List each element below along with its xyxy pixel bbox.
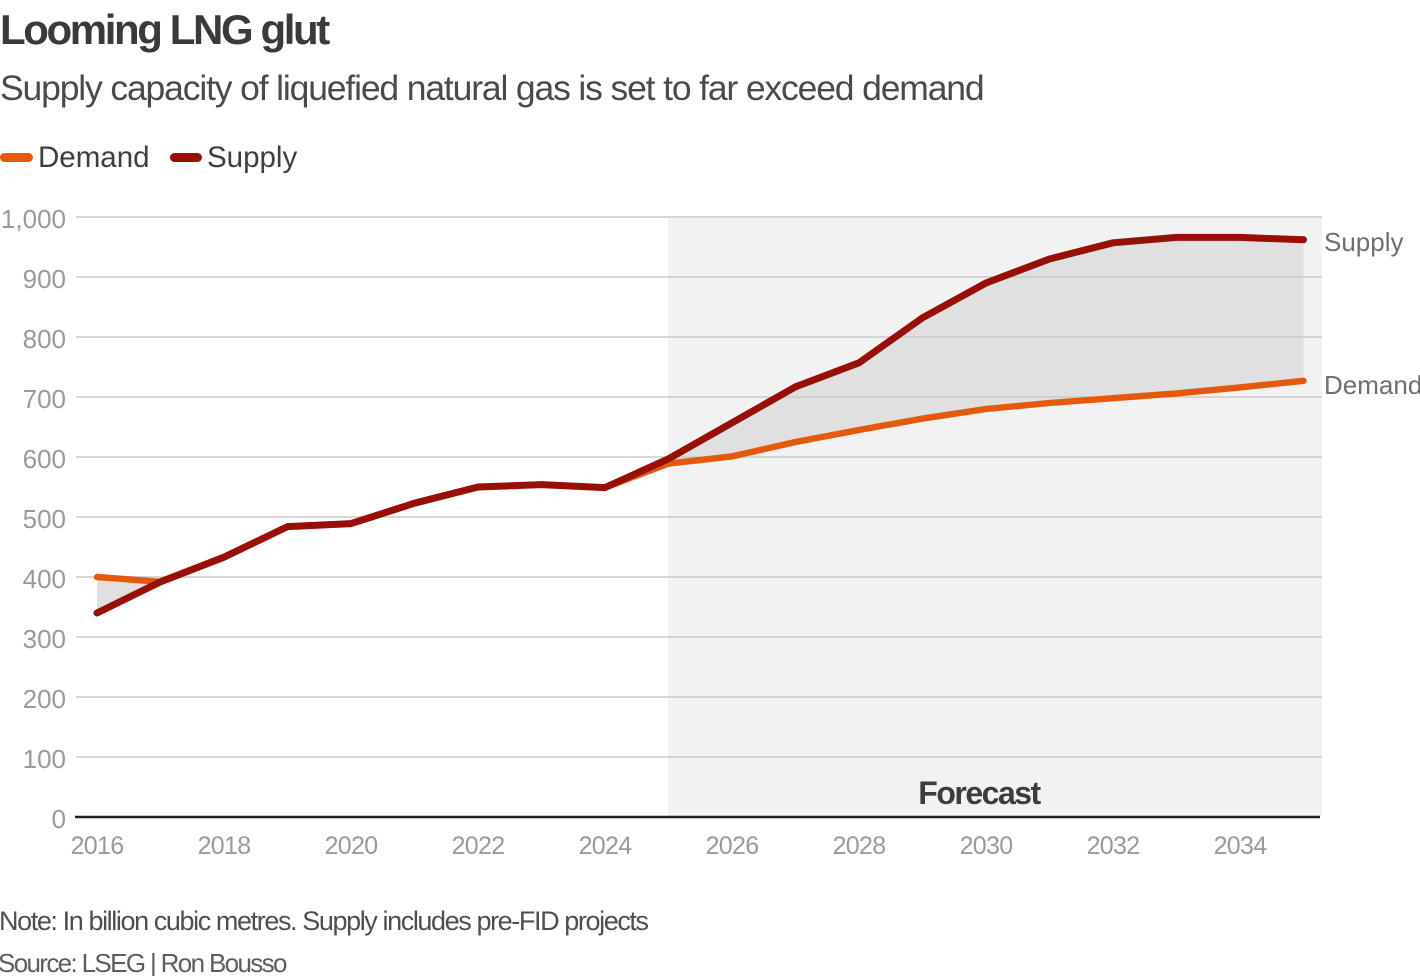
svg-text:300: 300 xyxy=(23,624,66,654)
svg-text:100: 100 xyxy=(23,744,66,774)
svg-text:600: 600 xyxy=(23,444,66,474)
svg-text:900: 900 xyxy=(23,264,66,294)
svg-text:2018: 2018 xyxy=(198,832,251,860)
svg-text:2026: 2026 xyxy=(706,832,759,860)
svg-text:2030: 2030 xyxy=(960,832,1013,860)
svg-text:800: 800 xyxy=(23,324,66,354)
svg-text:500: 500 xyxy=(23,504,66,534)
svg-text:2028: 2028 xyxy=(833,832,886,860)
svg-text:2034: 2034 xyxy=(1214,832,1268,860)
svg-text:700: 700 xyxy=(23,384,66,414)
svg-text:2022: 2022 xyxy=(452,832,505,860)
svg-text:0: 0 xyxy=(52,804,66,834)
svg-text:2016: 2016 xyxy=(71,832,124,860)
svg-text:Supply: Supply xyxy=(1324,227,1404,257)
svg-text:2024: 2024 xyxy=(579,832,633,860)
svg-text:1,000: 1,000 xyxy=(1,204,66,234)
svg-text:Forecast: Forecast xyxy=(918,775,1041,811)
svg-text:400: 400 xyxy=(23,564,66,594)
svg-text:2020: 2020 xyxy=(325,832,378,860)
svg-text:200: 200 xyxy=(23,684,66,714)
svg-text:Demand: Demand xyxy=(1324,370,1420,400)
svg-text:2032: 2032 xyxy=(1087,832,1140,860)
